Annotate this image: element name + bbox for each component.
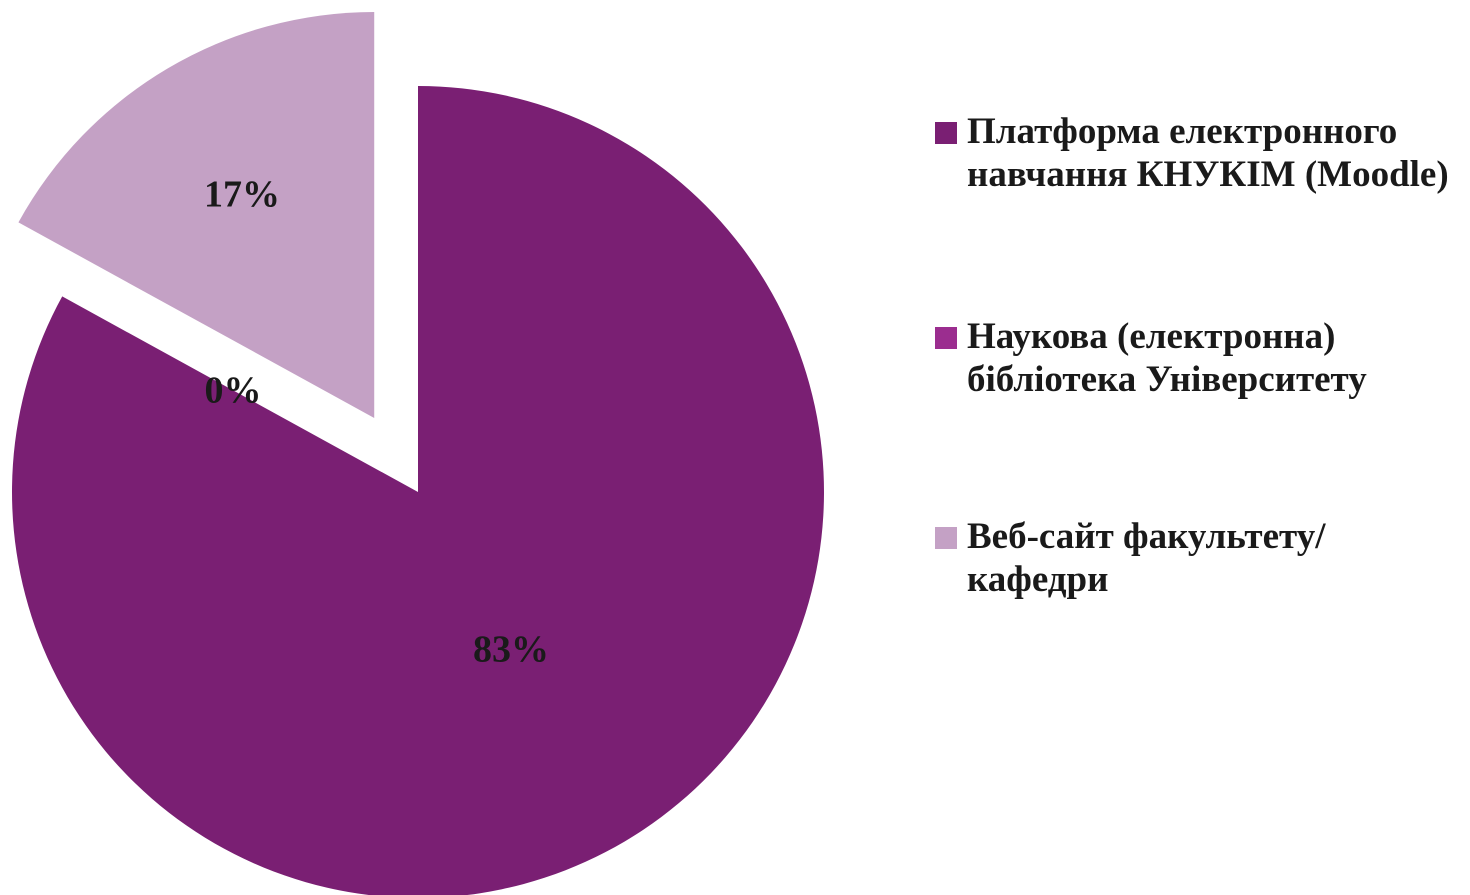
- data-label-1: 83%: [473, 628, 549, 670]
- legend-swatch: [935, 527, 957, 549]
- data-label-2: 0%: [204, 369, 261, 411]
- legend-entry-2: Наукова (електронна) бібліотека Універси…: [935, 315, 1462, 401]
- pie-data-labels: 83% 0% 17%: [204, 173, 549, 670]
- legend-swatch: [935, 122, 957, 144]
- pie-slice-3: [18, 11, 375, 418]
- pie-slice-1: [12, 86, 824, 895]
- legend-entry-3: Веб-сайт факультету/кафедри: [935, 515, 1462, 601]
- legend-swatch: [935, 327, 957, 349]
- legend-label: Наукова (електронна) бібліотека Універси…: [967, 316, 1367, 400]
- legend-label: Веб-сайт факультету/кафедри: [967, 516, 1326, 600]
- legend-label: Платформа електронного навчання КНУКІМ (…: [967, 111, 1449, 195]
- pie-chart: 83% 0% 17%: [12, 11, 824, 895]
- pie-slices: [12, 11, 824, 895]
- legend-entry-1: Платформа електронного навчання КНУКІМ (…: [935, 110, 1462, 196]
- data-label-3: 17%: [204, 173, 280, 215]
